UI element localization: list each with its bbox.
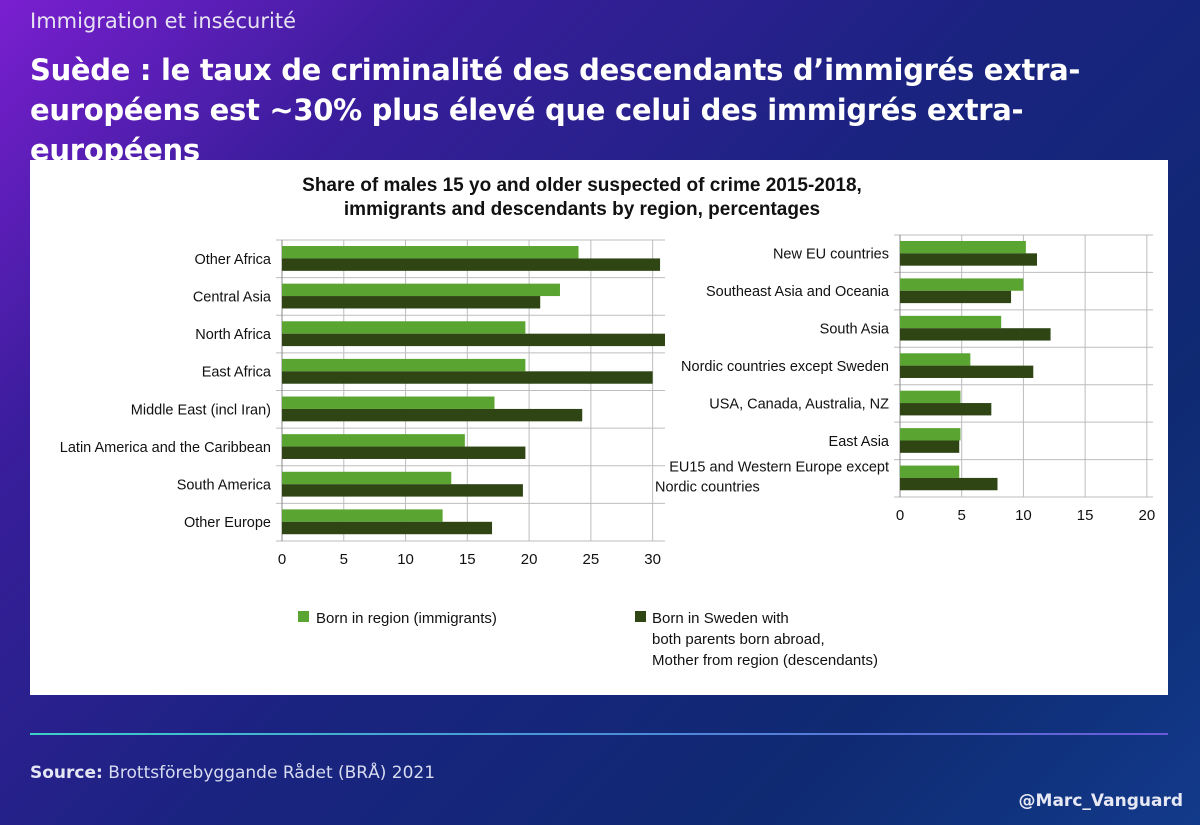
right-bar-immigrants [900,240,1026,254]
legend-label-descendants: Mother from region (descendants) [652,652,878,669]
right-bar-descendants [900,365,1034,378]
left-bar-descendants [282,446,526,459]
right-bar-descendants [900,403,992,416]
source-text: Brottsförebyggande Rådet (BRÅ) 2021 [102,763,436,783]
kicker-title: Immigration et insécurité [30,9,296,33]
right-bar-immigrants [900,278,1024,291]
right-tick-label: 10 [1015,507,1032,524]
left-bar-descendants [282,258,661,271]
left-bar-immigrants [282,358,526,372]
left-bar-descendants [282,521,493,535]
right-tick-label: 15 [1077,507,1094,524]
left-bar-descendants [282,296,541,309]
left-category-label: Central Asia [193,289,272,305]
right-category-label: South Asia [820,322,890,338]
right-category-label: Nordic countries [655,479,760,495]
legend-label-immigrants: Born in region (immigrants) [316,610,497,627]
divider [30,733,1168,735]
right-bar-descendants [900,440,960,453]
right-category-label: New EU countries [773,247,889,263]
right-category-label: Nordic countries except Sweden [681,359,889,375]
right-category-label: Southeast Asia and Oceania [706,284,890,300]
chart-svg: Share of males 15 yo and older suspected… [60,175,1155,669]
left-bar-immigrants [282,321,526,334]
right-bar-immigrants [900,315,1002,329]
left-tick-label: 15 [459,551,476,568]
left-bar-descendants [282,371,653,384]
right-bar-descendants [900,290,1012,304]
right-tick-label: 5 [958,507,966,524]
left-bar-immigrants [282,283,560,297]
legend-label-descendants: both parents born abroad, [652,631,825,648]
left-tick-label: 20 [521,551,538,568]
chart-subtitle: immigrants and descendants by region, pe… [344,199,820,220]
left-category-label: Other Europe [184,515,271,531]
legend-swatch-descendants [635,611,646,622]
left-tick-label: 25 [583,551,600,568]
left-bar-descendants [282,333,665,347]
left-bar-immigrants [282,509,443,522]
left-category-label: Middle East (incl Iran) [131,402,271,418]
left-bar-immigrants [282,471,452,485]
right-bar-immigrants [900,353,971,366]
left-bar-descendants [282,484,523,497]
right-tick-label: 0 [896,507,904,524]
right-category-label: EU15 and Western Europe except [669,459,889,475]
chart-title: Share of males 15 yo and older suspected… [302,175,862,196]
right-tick-label: 20 [1138,507,1155,524]
left-category-label: Other Africa [194,252,271,268]
left-category-label: North Africa [195,327,272,343]
left-bar-immigrants [282,246,579,259]
page-headline: Suède : le taux de criminalité des desce… [30,53,1081,167]
left-category-label: South America [177,478,272,494]
author-handle[interactable]: @Marc_Vanguard [1018,791,1183,811]
left-tick-label: 30 [644,551,661,568]
left-tick-label: 5 [340,551,348,568]
right-bar-immigrants [900,390,961,404]
left-category-label: Latin America and the Caribbean [60,440,271,456]
legend-swatch-immigrants [298,611,309,622]
left-tick-label: 0 [278,551,286,568]
right-bar-descendants [900,253,1037,266]
right-bar-immigrants [900,428,961,441]
left-bar-immigrants [282,434,465,447]
right-category-label: USA, Canada, Australia, NZ [709,396,889,412]
left-tick-label: 10 [397,551,414,568]
left-category-label: East Africa [202,365,272,381]
right-category-label: East Asia [829,434,890,450]
right-bar-immigrants [900,465,960,478]
right-bar-descendants [900,328,1051,341]
chart-panel: Share of males 15 yo and older suspected… [30,160,1168,695]
left-bar-descendants [282,408,583,422]
source-line: Source: Brottsförebyggande Rådet (BRÅ) 2… [30,763,435,783]
right-bar-descendants [900,477,998,491]
source-label: Source: [30,763,103,783]
legend-label-descendants: Born in Sweden with [652,610,789,627]
left-bar-immigrants [282,396,495,409]
